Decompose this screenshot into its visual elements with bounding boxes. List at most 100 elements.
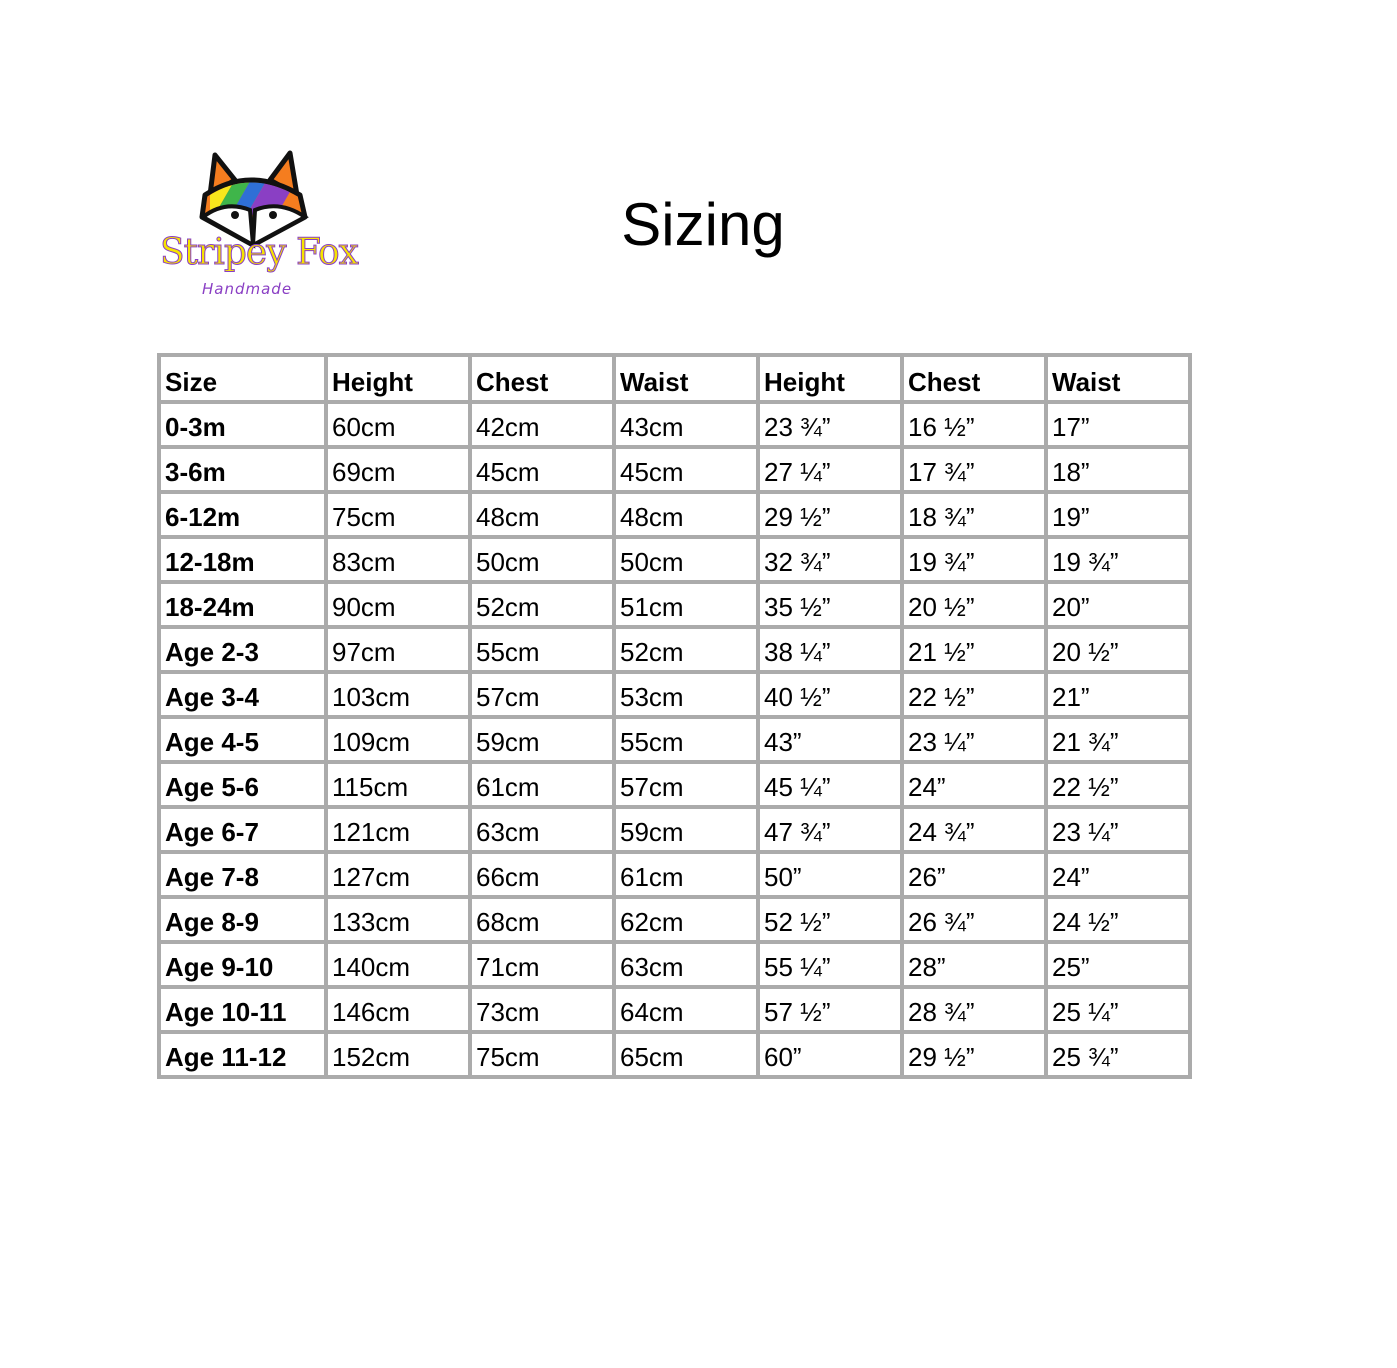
measurement-cell: 45cm bbox=[468, 445, 616, 494]
measurement-cell: 48cm bbox=[468, 490, 616, 539]
column-header: Size bbox=[157, 353, 328, 404]
size-cell: Age 5-6 bbox=[157, 760, 328, 809]
measurement-cell: 64cm bbox=[612, 985, 760, 1034]
measurement-cell: 19” bbox=[1044, 490, 1192, 539]
measurement-cell: 21 ½” bbox=[900, 625, 1048, 674]
column-header: Waist bbox=[1044, 353, 1192, 404]
table-row: Age 9-10 140cm 71cm 63cm 55 ¼” 28” 25” bbox=[157, 940, 1192, 989]
size-cell: Age 11-12 bbox=[157, 1030, 328, 1079]
measurement-cell: 61cm bbox=[468, 760, 616, 809]
size-cell: 0-3m bbox=[157, 400, 328, 449]
size-cell: 12-18m bbox=[157, 535, 328, 584]
measurement-cell: 45cm bbox=[612, 445, 760, 494]
column-header: Chest bbox=[900, 353, 1048, 404]
measurement-cell: 63cm bbox=[612, 940, 760, 989]
measurement-cell: 23 ¾” bbox=[756, 400, 904, 449]
measurement-cell: 75cm bbox=[468, 1030, 616, 1079]
measurement-cell: 25 ¼” bbox=[1044, 985, 1192, 1034]
measurement-cell: 57 ½” bbox=[756, 985, 904, 1034]
size-cell: Age 8-9 bbox=[157, 895, 328, 944]
measurement-cell: 127cm bbox=[324, 850, 472, 899]
measurement-cell: 69cm bbox=[324, 445, 472, 494]
measurement-cell: 24” bbox=[900, 760, 1048, 809]
size-cell: 18-24m bbox=[157, 580, 328, 629]
measurement-cell: 24” bbox=[1044, 850, 1192, 899]
measurement-cell: 19 ¾” bbox=[1044, 535, 1192, 584]
measurement-cell: 38 ¼” bbox=[756, 625, 904, 674]
size-cell: Age 3-4 bbox=[157, 670, 328, 719]
measurement-cell: 152cm bbox=[324, 1030, 472, 1079]
logo-name: Stripey Fox bbox=[160, 232, 360, 274]
measurement-cell: 17” bbox=[1044, 400, 1192, 449]
measurement-cell: 53cm bbox=[612, 670, 760, 719]
measurement-cell: 24 ½” bbox=[1044, 895, 1192, 944]
measurement-cell: 18” bbox=[1044, 445, 1192, 494]
measurement-cell: 50cm bbox=[612, 535, 760, 584]
measurement-cell: 20 ½” bbox=[900, 580, 1048, 629]
table-row: 6-12m 75cm 48cm 48cm 29 ½” 18 ¾” 19” bbox=[157, 490, 1192, 539]
measurement-cell: 52cm bbox=[612, 625, 760, 674]
table-row: Age 10-11 146cm 73cm 64cm 57 ½” 28 ¾” 25 ¼” bbox=[157, 985, 1192, 1034]
table-row: Age 4-5 109cm 59cm 55cm 43” 23 ¼” 21 ¾” bbox=[157, 715, 1192, 764]
size-cell: Age 4-5 bbox=[157, 715, 328, 764]
table-header-row: Size Height Chest Waist Height Chest Waist bbox=[157, 353, 1192, 404]
measurement-cell: 42cm bbox=[468, 400, 616, 449]
measurement-cell: 83cm bbox=[324, 535, 472, 584]
measurement-cell: 115cm bbox=[324, 760, 472, 809]
fox-logo-icon bbox=[199, 150, 309, 249]
measurement-cell: 63cm bbox=[468, 805, 616, 854]
table-row: Age 5-6 115cm 61cm 57cm 45 ¼” 24” 22 ½” bbox=[157, 760, 1192, 809]
measurement-cell: 40 ½” bbox=[756, 670, 904, 719]
measurement-cell: 62cm bbox=[612, 895, 760, 944]
measurement-cell: 51cm bbox=[612, 580, 760, 629]
measurement-cell: 55cm bbox=[468, 625, 616, 674]
measurement-cell: 50” bbox=[756, 850, 904, 899]
measurement-cell: 24 ¾” bbox=[900, 805, 1048, 854]
size-cell: Age 2-3 bbox=[157, 625, 328, 674]
measurement-cell: 43” bbox=[756, 715, 904, 764]
measurement-cell: 68cm bbox=[468, 895, 616, 944]
measurement-cell: 55cm bbox=[612, 715, 760, 764]
page-title: Sizing bbox=[621, 191, 785, 258]
measurement-cell: 17 ¾” bbox=[900, 445, 1048, 494]
measurement-cell: 57cm bbox=[612, 760, 760, 809]
measurement-cell: 140cm bbox=[324, 940, 472, 989]
measurement-cell: 18 ¾” bbox=[900, 490, 1048, 539]
measurement-cell: 55 ¼” bbox=[756, 940, 904, 989]
measurement-cell: 35 ½” bbox=[756, 580, 904, 629]
table-row: Age 11-12 152cm 75cm 65cm 60” 29 ½” 25 ¾” bbox=[157, 1030, 1192, 1079]
measurement-cell: 25 ¾” bbox=[1044, 1030, 1192, 1079]
measurement-cell: 71cm bbox=[468, 940, 616, 989]
measurement-cell: 75cm bbox=[324, 490, 472, 539]
column-header: Height bbox=[756, 353, 904, 404]
table-row: Age 7-8 127cm 66cm 61cm 50” 26” 24” bbox=[157, 850, 1192, 899]
measurement-cell: 25” bbox=[1044, 940, 1192, 989]
measurement-cell: 50cm bbox=[468, 535, 616, 584]
measurement-cell: 121cm bbox=[324, 805, 472, 854]
table-row: 12-18m 83cm 50cm 50cm 32 ¾” 19 ¾” 19 ¾” bbox=[157, 535, 1192, 584]
measurement-cell: 52cm bbox=[468, 580, 616, 629]
measurement-cell: 29 ½” bbox=[756, 490, 904, 539]
table-row: Age 6-7 121cm 63cm 59cm 47 ¾” 24 ¾” 23 ¼” bbox=[157, 805, 1192, 854]
measurement-cell: 65cm bbox=[612, 1030, 760, 1079]
size-cell: Age 10-11 bbox=[157, 985, 328, 1034]
measurement-cell: 26 ¾” bbox=[900, 895, 1048, 944]
measurement-cell: 146cm bbox=[324, 985, 472, 1034]
table-row: 3-6m 69cm 45cm 45cm 27 ¼” 17 ¾” 18” bbox=[157, 445, 1192, 494]
measurement-cell: 47 ¾” bbox=[756, 805, 904, 854]
measurement-cell: 22 ½” bbox=[1044, 760, 1192, 809]
measurement-cell: 20” bbox=[1044, 580, 1192, 629]
measurement-cell: 21 ¾” bbox=[1044, 715, 1192, 764]
measurement-cell: 22 ½” bbox=[900, 670, 1048, 719]
measurement-cell: 21” bbox=[1044, 670, 1192, 719]
measurement-cell: 73cm bbox=[468, 985, 616, 1034]
measurement-cell: 90cm bbox=[324, 580, 472, 629]
measurement-cell: 109cm bbox=[324, 715, 472, 764]
measurement-cell: 48cm bbox=[612, 490, 760, 539]
measurement-cell: 61cm bbox=[612, 850, 760, 899]
size-cell: Age 9-10 bbox=[157, 940, 328, 989]
table-row: 0-3m 60cm 42cm 43cm 23 ¾” 16 ½” 17” bbox=[157, 400, 1192, 449]
measurement-cell: 66cm bbox=[468, 850, 616, 899]
measurement-cell: 60” bbox=[756, 1030, 904, 1079]
measurement-cell: 27 ¼” bbox=[756, 445, 904, 494]
